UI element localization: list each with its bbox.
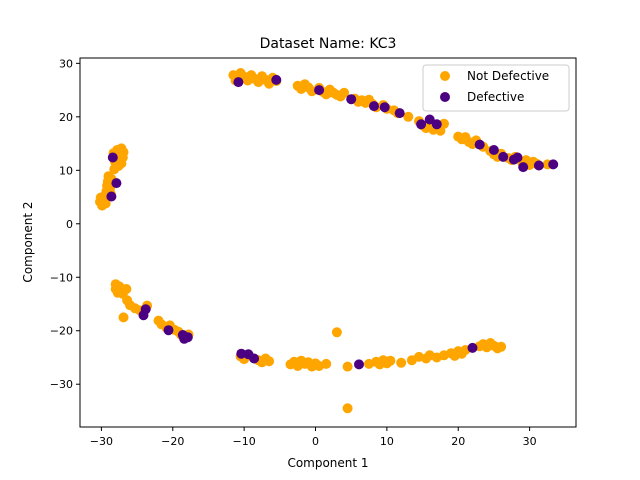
axes-frame xyxy=(79,57,577,428)
point-not-defective xyxy=(439,118,449,129)
y-tick-label: −30 xyxy=(50,378,73,391)
y-tick-label: −10 xyxy=(50,271,73,284)
y-tick-label: 30 xyxy=(59,57,73,70)
point-not-defective xyxy=(321,358,332,369)
point-defective xyxy=(379,102,390,113)
chart-title: Dataset Name: KC3 xyxy=(260,36,397,52)
point-not-defective xyxy=(403,111,414,122)
point-defective xyxy=(548,159,559,170)
point-defective xyxy=(416,119,427,130)
y-tick-label: 0 xyxy=(66,218,73,231)
point-defective xyxy=(138,310,149,321)
legend-label-defective: Defective xyxy=(467,90,524,104)
point-defective xyxy=(354,359,364,370)
point-not-defective xyxy=(342,403,353,414)
point-not-defective xyxy=(342,361,353,372)
point-not-defective xyxy=(264,356,275,367)
point-defective xyxy=(424,114,435,125)
point-defective xyxy=(271,74,282,85)
point-defective xyxy=(179,333,190,344)
point-defective xyxy=(512,152,523,163)
plot-area xyxy=(95,68,559,414)
x-tick-label: −30 xyxy=(90,435,113,448)
x-tick-label: 30 xyxy=(523,435,537,448)
y-tick-label: 20 xyxy=(59,111,73,124)
y-axis-label: Component 2 xyxy=(21,201,35,282)
y-axis: −30 −20 −10 0 10 20 30 xyxy=(50,57,80,391)
x-tick-label: −20 xyxy=(161,435,184,448)
point-defective xyxy=(111,178,122,189)
point-defective xyxy=(106,191,117,202)
point-defective xyxy=(314,85,325,96)
point-defective xyxy=(369,101,379,112)
x-tick-label: 0 xyxy=(312,435,319,448)
legend-label-not-defective: Not Defective xyxy=(467,69,549,83)
point-defective xyxy=(107,152,118,163)
x-tick-label: 10 xyxy=(380,435,394,448)
x-axis-label: Component 1 xyxy=(287,456,368,470)
point-defective xyxy=(474,139,485,150)
legend-box xyxy=(422,64,570,112)
point-defective xyxy=(533,160,544,171)
legend-marker-defective xyxy=(440,92,450,102)
point-defective xyxy=(233,77,244,88)
point-not-defective xyxy=(396,357,407,368)
point-defective xyxy=(467,342,478,353)
point-defective xyxy=(518,162,529,173)
x-axis: −30 −20 −10 0 10 20 30 xyxy=(90,427,537,448)
point-defective xyxy=(346,94,357,105)
x-tick-label: 20 xyxy=(451,435,465,448)
legend-marker-not-defective xyxy=(440,71,450,81)
point-not-defective xyxy=(331,327,342,338)
point-not-defective xyxy=(385,355,396,366)
point-defective xyxy=(394,108,405,119)
y-tick-label: −20 xyxy=(50,325,73,338)
legend: Not Defective Defective xyxy=(422,64,570,112)
point-defective xyxy=(488,145,499,155)
point-defective xyxy=(431,119,442,130)
point-not-defective xyxy=(97,200,108,211)
point-not-defective xyxy=(339,87,350,98)
x-tick-label: −10 xyxy=(233,435,256,448)
point-defective xyxy=(249,353,260,364)
point-not-defective xyxy=(496,341,507,352)
point-defective xyxy=(498,151,509,162)
y-tick-label: 10 xyxy=(59,164,73,177)
point-defective xyxy=(163,325,174,336)
point-not-defective xyxy=(109,164,120,175)
point-not-defective xyxy=(118,312,129,323)
